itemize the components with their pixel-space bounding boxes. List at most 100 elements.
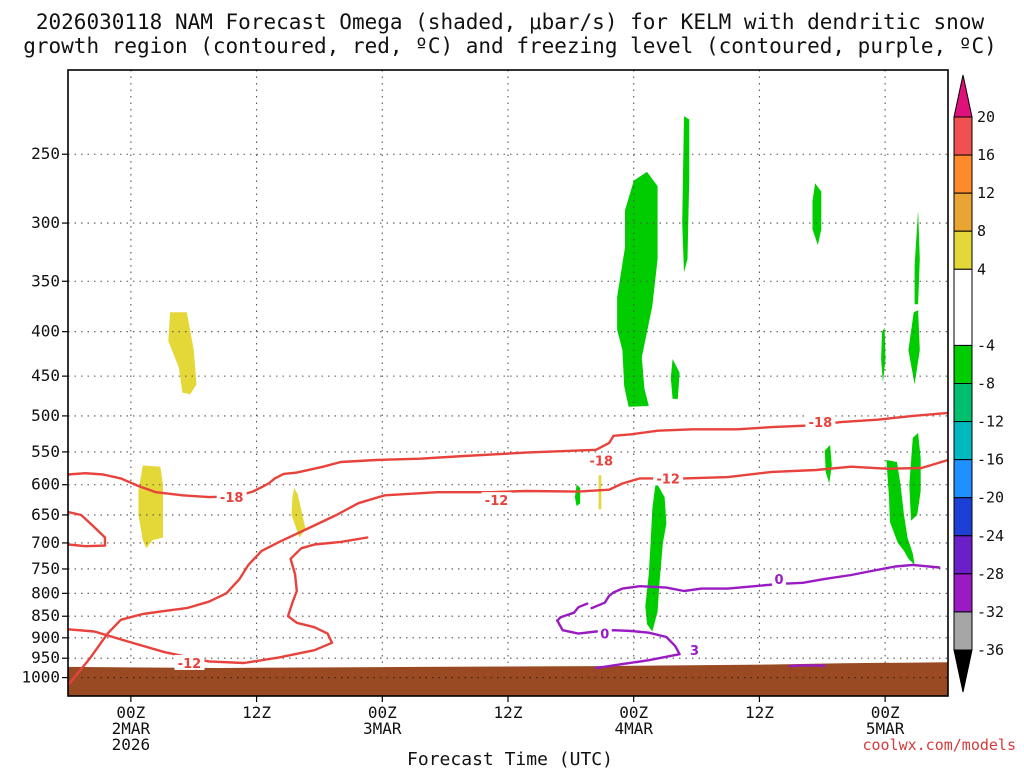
colorbar-label-5: -4	[977, 336, 995, 354]
contour-label-7: 3	[690, 644, 699, 659]
contour-label-bg-6	[597, 625, 612, 641]
colorbar-segment-2	[953, 192, 973, 232]
colorbar-segment-3	[953, 230, 973, 270]
x-tick-label-1: 12Z	[242, 703, 271, 722]
y-tick-label-1000: 1000	[21, 668, 60, 687]
omega-shade-region-10	[881, 327, 886, 383]
contour-line-1	[68, 458, 948, 687]
omega-shade-region-15	[598, 475, 602, 510]
colorbar-segment-6	[953, 383, 973, 423]
y-tick-label-800: 800	[31, 583, 60, 602]
y-tick-label-550: 550	[31, 442, 60, 461]
contour-label-bg-3	[481, 492, 512, 508]
y-tick-label-350: 350	[31, 271, 60, 290]
omega-shade-region-1	[682, 116, 690, 273]
colorbar-label-1: 16	[977, 146, 995, 164]
omega-shade-region-13	[138, 465, 163, 549]
contour-label-8: 0	[775, 573, 784, 588]
contour-label-bg-7	[687, 642, 702, 658]
colorbar-segment-1	[953, 154, 973, 194]
x-tick-year-0: 2026	[112, 735, 151, 754]
contour-line-4	[590, 563, 941, 610]
y-axis: 250 300 350 400 450 500 550 600 650 700 750 800 850 9…	[21, 144, 68, 687]
x-tick-label-5: 12Z	[745, 703, 774, 722]
colorbar-label-4: 4	[977, 260, 986, 278]
contour-label-bg-8	[772, 570, 787, 586]
x-tick-label-6: 00Z	[871, 703, 900, 722]
colorbar-segment-12	[953, 611, 973, 651]
omega-shading-layer	[138, 116, 921, 632]
y-tick-label-600: 600	[31, 475, 60, 494]
contour-label-bg-4	[653, 470, 684, 486]
omega-shade-region-2	[812, 183, 822, 246]
contour-label-1: -18	[590, 455, 614, 470]
colorbar-segment-7	[953, 421, 973, 461]
x-tick-label-0: 00Z	[116, 703, 145, 722]
colorbar-label-12: -32	[977, 603, 1004, 621]
plot-area: -18 -18 -18 -12 -12 -12 0 3 0	[67, 69, 949, 697]
colorbar-top-arrow	[953, 74, 973, 118]
contour-label-bg-5	[174, 654, 205, 670]
colorbar-segment-0	[953, 116, 973, 156]
x-tick-date-0: 2MAR	[112, 719, 151, 738]
contour-line-0	[68, 411, 948, 499]
omega-shade-region-6	[886, 460, 915, 565]
y-tick-label-400: 400	[31, 322, 60, 341]
ground-surface	[68, 662, 948, 696]
y-tick-label-650: 650	[31, 505, 60, 524]
omega-shade-region-9	[909, 432, 921, 521]
omega-shade-region-14	[291, 487, 306, 538]
omega-shade-region-11	[824, 445, 832, 484]
y-tick-label-950: 950	[31, 648, 60, 667]
contour-label-2: -18	[809, 416, 833, 431]
contour-label-5: -12	[178, 657, 202, 672]
colorbar-label-3: 8	[977, 222, 986, 240]
y-tick-label-500: 500	[31, 406, 60, 425]
colorbar-label-8: -16	[977, 451, 1004, 469]
x-tick-date-4: 4MAR	[614, 719, 653, 738]
colorbar-label-10: -24	[977, 527, 1004, 545]
colorbar: 20 16 12 8 4 -4 -8 -12 -16 -20 -24 -28 -32 -36	[953, 74, 1004, 693]
omega-shade-region-0	[617, 171, 658, 407]
omega-shade-region-4	[645, 481, 667, 632]
contour-label-4: -12	[656, 472, 680, 487]
colorbar-segment-11	[953, 573, 973, 613]
y-tick-label-450: 450	[31, 366, 60, 385]
contour-label-bg-2	[805, 413, 836, 429]
colorbar-segment-9	[953, 497, 973, 537]
colorbar-label-7: -12	[977, 413, 1004, 431]
colorbar-segment-10	[953, 535, 973, 575]
contour-label-0: -18	[220, 491, 244, 506]
omega-shade-region-12	[168, 312, 197, 395]
contour-line-6	[556, 619, 681, 670]
omega-shade-region-5	[574, 484, 581, 507]
colorbar-label-13: -36	[977, 641, 1004, 659]
contour-label-bg-0	[216, 489, 247, 505]
ground-layer	[68, 662, 948, 696]
contour-label-bg-1	[586, 452, 617, 468]
x-tick-label-3: 12Z	[494, 703, 523, 722]
colorbar-label-2: 12	[977, 184, 995, 202]
credit-text: coolwx.com/models	[862, 736, 1016, 754]
x-tick-label-2: 00Z	[368, 703, 397, 722]
y-tick-label-750: 750	[31, 559, 60, 578]
x-axis-title: Forecast Time (UTC)	[407, 749, 613, 768]
x-tick-date-2: 3MAR	[363, 719, 402, 738]
y-tick-label-700: 700	[31, 533, 60, 552]
chart-title-line-2: growth region (contoured, red, ºC) and f…	[23, 34, 997, 58]
y-tick-label-250: 250	[31, 144, 60, 163]
colorbar-segment-5	[953, 344, 973, 384]
contour-label-layer: -18 -18 -18 -12 -12 -12 0 3 0	[174, 413, 836, 672]
omega-shade-region-3	[670, 359, 680, 399]
contour-line-2	[68, 510, 107, 548]
y-tick-label-300: 300	[31, 213, 60, 232]
contour-layer	[68, 411, 948, 687]
contour-line-7	[788, 664, 826, 668]
colorbar-segment-8	[953, 459, 973, 499]
grid-layer	[68, 70, 948, 696]
x-tick-label-4: 00Z	[619, 703, 648, 722]
colorbar-segment-4	[953, 268, 973, 346]
colorbar-label-9: -20	[977, 489, 1004, 507]
